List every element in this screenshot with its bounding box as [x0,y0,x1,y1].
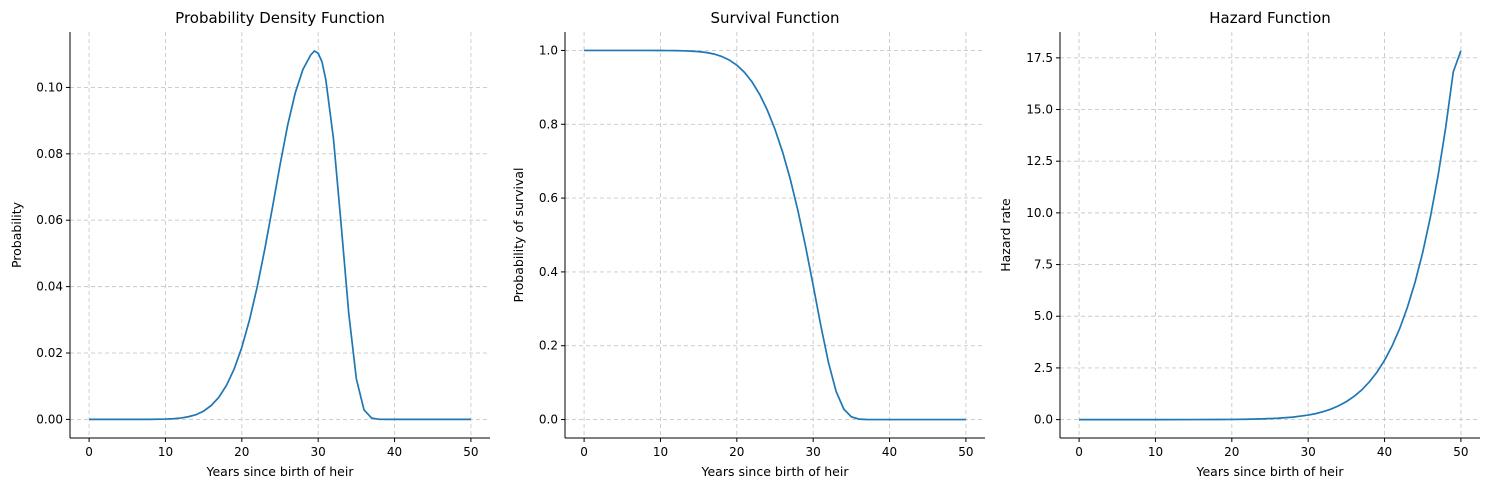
pdf-x-tick-label: 50 [463,445,478,459]
survival-x-tick-label: 20 [729,445,744,459]
pdf-series-line [89,49,471,421]
hazard-x-tick-label: 50 [1453,445,1468,459]
pdf-y-tick-label: 0.04 [36,280,63,294]
pdf-x-tick-label: 40 [387,445,402,459]
survival-panel: 0 10 20 30 40 50 0.0 0.2 0.4 0.6 0.8 1.0 Survival Fu… [511,9,985,479]
pdf-y-tick-label: 0.10 [36,80,63,94]
survival-y-tick-label: 0.4 [539,265,558,279]
hazard-x-tick-label: 20 [1224,445,1239,459]
hazard-y-axis-label: Hazard rate [998,198,1013,272]
pdf-panel: 0 10 20 30 40 50 0.00 0.02 0.04 0.06 0.08 0.10 Proba… [9,9,490,479]
survival-y-axis-label: Probability of survival [511,167,526,302]
hazard-x-tick-label: 30 [1301,445,1316,459]
pdf-y-tick-label: 0.08 [36,147,63,161]
survival-y-tick-label: 1.0 [539,43,558,57]
survival-chart-title: Survival Function [710,9,839,27]
pdf-y-axis-label: Probability [9,201,24,268]
hazard-y-tick-label: 2.5 [1034,361,1053,375]
survival-x-axis-label: Years since birth of heir [701,464,850,479]
hazard-x-tick-label: 10 [1148,445,1163,459]
pdf-x-axis-label: Years since birth of heir [206,464,355,479]
survival-x-tick-label: 0 [580,445,588,459]
pdf-y-tick-label: 0.00 [36,412,63,426]
hazard-y-tick-label: 5.0 [1034,309,1053,323]
survival-x-tick-label: 50 [958,445,973,459]
pdf-x-tick-label: 10 [158,445,173,459]
survival-y-tick-label: 0.2 [539,339,558,353]
hazard-y-tick-label: 12.5 [1026,154,1053,168]
pdf-chart-title: Probability Density Function [175,9,385,27]
pdf-x-tick-label: 20 [234,445,249,459]
survival-x-tick-label: 10 [653,445,668,459]
survival-y-tick-label: 0.6 [539,191,558,205]
pdf-x-tick-label: 0 [85,445,93,459]
hazard-x-tick-label: 0 [1075,445,1083,459]
pdf-y-tick-label: 0.02 [36,346,63,360]
pdf-y-tick-label: 0.06 [36,213,63,227]
hazard-y-tick-label: 15.0 [1026,103,1053,117]
survival-y-tick-label: 0.8 [539,117,558,131]
pdf-x-tick-label: 30 [311,445,326,459]
survival-x-tick-label: 30 [806,445,821,459]
hazard-y-tick-label: 10.0 [1026,206,1053,220]
hazard-series-line [1079,50,1462,421]
hazard-panel: 0 10 20 30 40 50 0.0 2.5 5.0 7.5 10.0 12.5 15.0 17.5 H… [998,9,1480,479]
survival-y-tick-label: 0.0 [539,413,558,427]
hazard-x-tick-label: 40 [1377,445,1392,459]
survival-x-tick-label: 40 [882,445,897,459]
hazard-y-tick-label: 17.5 [1026,51,1053,65]
hazard-y-tick-label: 7.5 [1034,258,1053,272]
hazard-chart-title: Hazard Function [1209,9,1331,27]
hazard-x-axis-label: Years since birth of heir [1196,464,1345,479]
hazard-y-tick-label: 0.0 [1034,413,1053,427]
survival-series-line [584,49,966,421]
